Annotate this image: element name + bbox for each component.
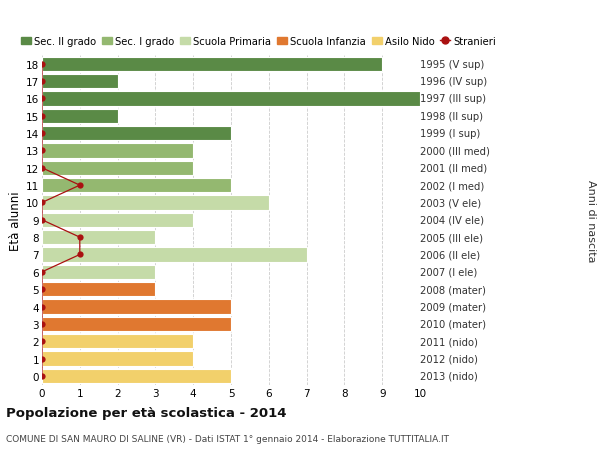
Text: 2008 (mater): 2008 (mater) bbox=[420, 285, 486, 295]
Text: 2003 (V ele): 2003 (V ele) bbox=[420, 198, 481, 208]
Bar bbox=[42, 352, 193, 366]
Text: 2004 (IV ele): 2004 (IV ele) bbox=[420, 215, 484, 225]
Text: 2002 (I med): 2002 (I med) bbox=[420, 181, 484, 190]
Bar bbox=[42, 265, 155, 280]
Bar bbox=[42, 144, 193, 158]
Text: 1995 (V sup): 1995 (V sup) bbox=[420, 60, 484, 70]
Text: 2010 (mater): 2010 (mater) bbox=[420, 319, 486, 329]
Bar bbox=[42, 75, 118, 89]
Text: 2012 (nido): 2012 (nido) bbox=[420, 354, 478, 364]
Bar bbox=[42, 213, 193, 227]
Text: 2000 (III med): 2000 (III med) bbox=[420, 146, 490, 156]
Text: 2005 (III ele): 2005 (III ele) bbox=[420, 233, 483, 243]
Legend: Sec. II grado, Sec. I grado, Scuola Primaria, Scuola Infanzia, Asilo Nido, Stran: Sec. II grado, Sec. I grado, Scuola Prim… bbox=[20, 37, 496, 47]
Text: 2001 (II med): 2001 (II med) bbox=[420, 163, 487, 174]
Bar bbox=[42, 369, 231, 383]
Text: 2006 (II ele): 2006 (II ele) bbox=[420, 250, 480, 260]
Text: 1996 (IV sup): 1996 (IV sup) bbox=[420, 77, 487, 87]
Bar bbox=[42, 127, 231, 141]
Bar bbox=[42, 282, 155, 297]
Bar bbox=[42, 248, 307, 262]
Bar bbox=[42, 334, 193, 348]
Text: 2011 (nido): 2011 (nido) bbox=[420, 336, 478, 347]
Bar bbox=[42, 196, 269, 210]
Text: 1997 (III sup): 1997 (III sup) bbox=[420, 94, 486, 104]
Text: Popolazione per età scolastica - 2014: Popolazione per età scolastica - 2014 bbox=[6, 406, 287, 419]
Bar bbox=[42, 92, 420, 106]
Bar bbox=[42, 230, 155, 245]
Bar bbox=[42, 179, 231, 193]
Text: 2009 (mater): 2009 (mater) bbox=[420, 302, 486, 312]
Text: 2007 (I ele): 2007 (I ele) bbox=[420, 267, 477, 277]
Text: 1998 (II sup): 1998 (II sup) bbox=[420, 112, 483, 122]
Text: COMUNE DI SAN MAURO DI SALINE (VR) - Dati ISTAT 1° gennaio 2014 - Elaborazione T: COMUNE DI SAN MAURO DI SALINE (VR) - Dat… bbox=[6, 434, 449, 443]
Bar bbox=[42, 317, 231, 331]
Bar bbox=[42, 57, 382, 72]
Y-axis label: Età alunni: Età alunni bbox=[9, 190, 22, 250]
Text: 2013 (nido): 2013 (nido) bbox=[420, 371, 478, 381]
Bar bbox=[42, 161, 193, 175]
Text: 1999 (I sup): 1999 (I sup) bbox=[420, 129, 480, 139]
Bar bbox=[42, 300, 231, 314]
Bar bbox=[42, 109, 118, 123]
Text: Anni di nascita: Anni di nascita bbox=[586, 179, 596, 262]
